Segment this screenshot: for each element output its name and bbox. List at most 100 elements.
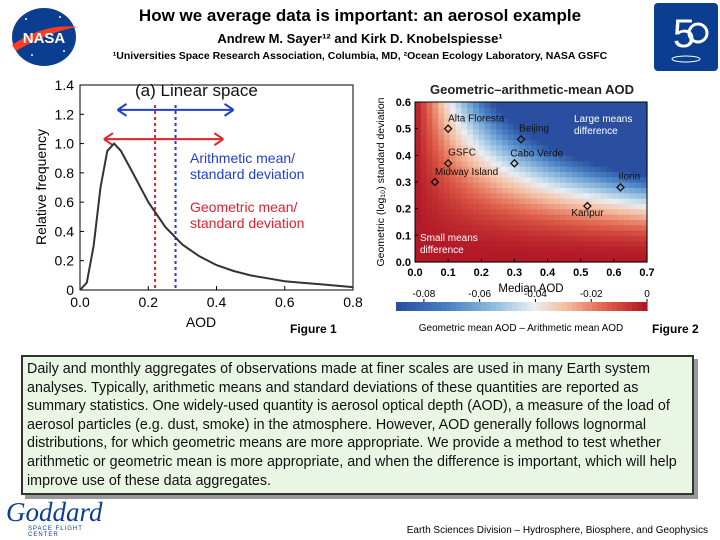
heatmap-cell xyxy=(444,160,451,167)
heatmap-cell xyxy=(507,155,515,162)
heatmap-cell xyxy=(618,166,625,172)
heatmap-cell xyxy=(519,230,526,236)
heatmap-cell xyxy=(594,219,602,226)
heatmap-cell xyxy=(438,118,445,124)
colorbar-tick-label: -0.04 xyxy=(524,289,547,300)
heatmap-cell xyxy=(432,150,439,156)
heatmap-cell xyxy=(478,118,486,124)
heatmap-cell xyxy=(606,176,613,183)
heatmap-cell xyxy=(502,192,509,199)
heatmap-cell xyxy=(531,219,538,226)
heatmap-cell xyxy=(641,107,648,114)
heatmap-cell xyxy=(455,112,462,119)
heatmap-cell xyxy=(432,166,439,172)
heatmap-cell xyxy=(600,155,607,162)
heatmap-cell xyxy=(641,219,648,226)
heatmap-cell xyxy=(560,123,567,130)
heatmap-cell xyxy=(565,256,573,263)
colorbar-swatch xyxy=(576,302,583,311)
heatmap-cell xyxy=(490,240,497,247)
heatmap-cell xyxy=(415,240,422,247)
heatmap-cell xyxy=(641,118,648,124)
heatmap-cell xyxy=(560,144,567,151)
heatmap-cell xyxy=(560,160,567,167)
heatmap-cell xyxy=(554,230,561,236)
heatmap-cell xyxy=(438,182,445,188)
heatmap-cell xyxy=(496,112,503,119)
figure1-ytick-label: 0.8 xyxy=(55,165,75,181)
heatmap-cell xyxy=(502,235,509,242)
heatmap-cell xyxy=(426,208,433,215)
heatmap-cell xyxy=(531,139,538,146)
heatmap-cell xyxy=(536,139,544,146)
figure1-xtick-label: 0.2 xyxy=(139,294,159,310)
heatmap-cell xyxy=(415,246,422,252)
heatmap-cell xyxy=(554,118,561,124)
heatmap-cell xyxy=(467,219,474,226)
heatmap-cell xyxy=(565,112,573,119)
colorbar-swatch xyxy=(406,302,412,311)
heatmap-cell xyxy=(577,240,584,247)
heatmap-cell xyxy=(467,198,474,204)
heatmap-cell xyxy=(444,182,451,188)
heatmap-cell xyxy=(502,134,509,140)
heatmap-cell xyxy=(594,182,602,188)
figure1-xtick-label: 0.0 xyxy=(70,294,90,310)
heatmap-cell xyxy=(473,235,480,242)
goddard-logo: Goddard SPACE FLIGHT CENTER xyxy=(6,498,116,538)
heatmap-cell xyxy=(420,155,428,162)
heatmap-cell xyxy=(635,203,642,210)
heatmap-cell xyxy=(600,235,607,242)
heatmap-cell xyxy=(444,203,451,210)
heatmap-cell xyxy=(548,139,555,146)
heatmap-cell xyxy=(426,166,433,172)
heatmap-cell xyxy=(623,208,631,215)
heatmap-cell xyxy=(554,176,561,183)
heatmap-cell xyxy=(594,187,602,194)
heatmap-cell xyxy=(542,219,549,226)
heatmap-cell xyxy=(449,214,457,220)
heatmap-cell xyxy=(449,256,457,263)
heatmap-cell xyxy=(420,219,428,226)
heatmap-cell xyxy=(600,240,607,247)
heatmap-cell xyxy=(444,208,451,215)
heatmap-cell xyxy=(415,166,422,172)
heatmap-cell xyxy=(438,176,445,183)
heatmap-cell xyxy=(455,256,462,263)
heatmap-cell xyxy=(496,144,503,151)
heatmap-cell xyxy=(455,235,462,242)
heatmap-cell xyxy=(473,128,480,135)
heatmap-cell xyxy=(490,134,497,140)
heatmap-cell xyxy=(548,198,555,204)
heatmap-cell xyxy=(612,118,619,124)
legend-arithmetic-line2: standard deviation xyxy=(190,166,304,182)
heatmap-cell xyxy=(612,123,619,130)
heatmap-cell xyxy=(444,176,451,183)
heatmap-cell xyxy=(635,102,642,108)
heatmap-cell xyxy=(548,176,555,183)
heatmap-cell xyxy=(531,155,538,162)
heatmap-cell xyxy=(594,256,602,263)
heatmap-cell xyxy=(536,192,544,199)
site-label: Midway Island xyxy=(435,167,498,178)
heatmap-cell xyxy=(432,139,439,146)
heatmap-cell xyxy=(490,192,497,199)
heatmap-cell xyxy=(612,187,619,194)
heatmap-cell xyxy=(577,246,584,252)
heatmap-cell xyxy=(606,171,613,178)
colorbar-swatch xyxy=(571,302,578,311)
annotation-large-line1: Large means xyxy=(574,114,632,125)
heatmap-cell xyxy=(606,112,613,119)
heatmap-cell xyxy=(449,240,457,247)
heatmap-cell xyxy=(461,208,468,215)
heatmap-cell xyxy=(548,160,555,167)
heatmap-cell xyxy=(612,150,619,156)
heatmap-cell xyxy=(635,246,642,252)
frequency-curve xyxy=(79,142,354,291)
heatmap-cell xyxy=(449,139,457,146)
heatmap-cell xyxy=(449,134,457,140)
heatmap-cell xyxy=(606,107,613,114)
heatmap-cell xyxy=(502,203,509,210)
heatmap-cell xyxy=(594,118,602,124)
heatmap-cell xyxy=(618,203,625,210)
